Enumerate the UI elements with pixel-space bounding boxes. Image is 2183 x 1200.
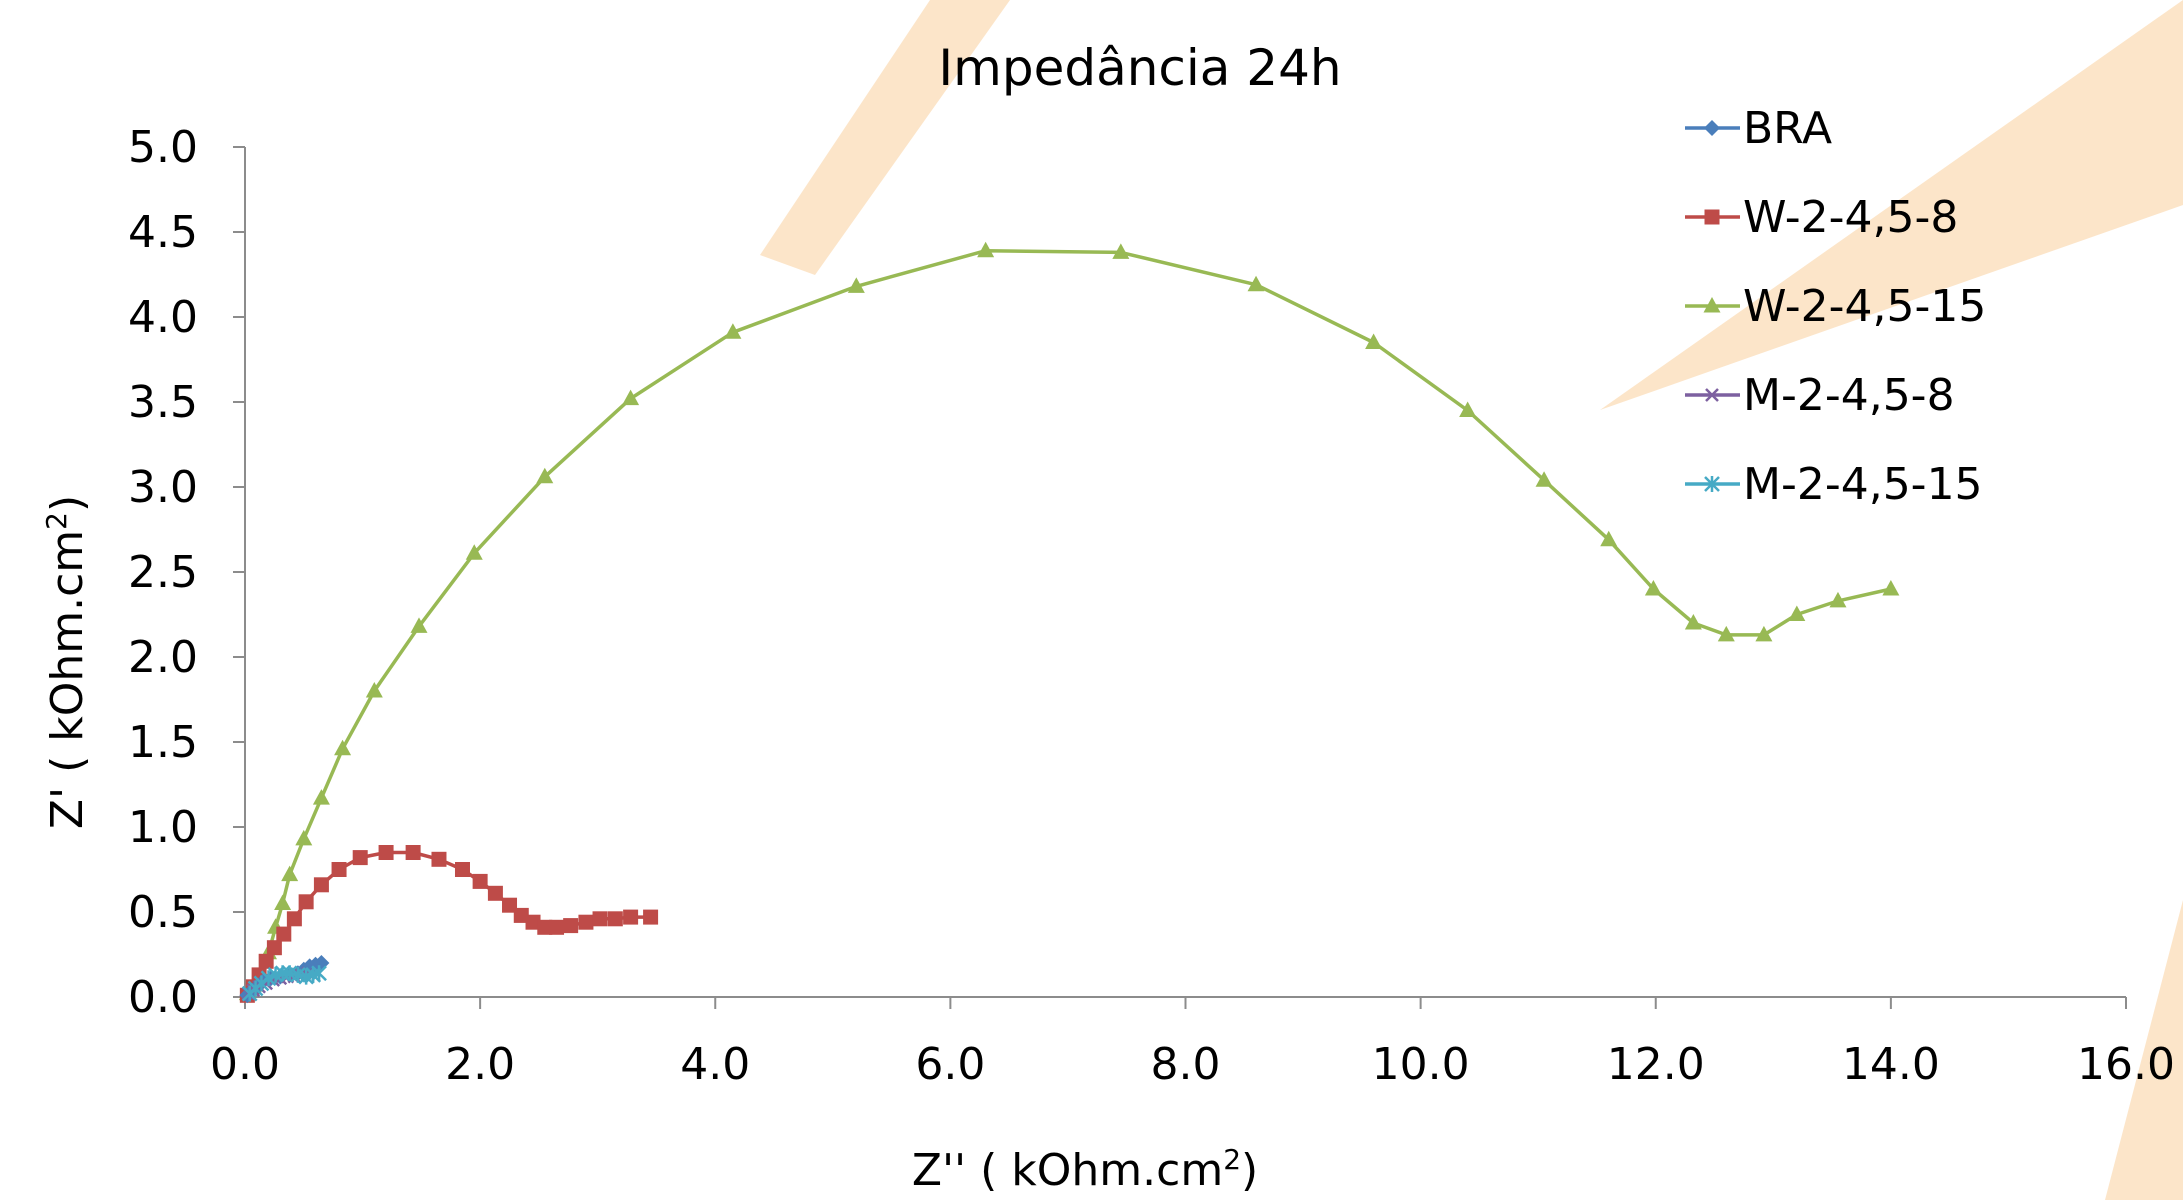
data-point: [1535, 471, 1553, 487]
data-point: [410, 617, 428, 633]
legend-item: W-2-4,5-15: [1685, 281, 1986, 332]
data-point: [622, 389, 640, 406]
data-point: [536, 467, 554, 484]
data-point: [1717, 625, 1735, 642]
y-tick-label: 2.0: [128, 632, 198, 683]
x-tick-label: 12.0: [1607, 1039, 1705, 1090]
legend-marker: [1703, 297, 1721, 313]
y-tick-label: 1.5: [128, 717, 198, 768]
plot-area: [238, 241, 1900, 1004]
legend-label: M-2-4,5-15: [1743, 459, 1983, 510]
legend-marker: [1704, 476, 1720, 492]
legend-marker: [1705, 388, 1719, 402]
data-point: [1829, 591, 1847, 608]
background-watermark: [760, 0, 2183, 1200]
legend-item: BRA: [1685, 103, 1832, 154]
data-point: [454, 862, 470, 877]
y-tick-label: 4.0: [128, 292, 198, 343]
data-point: [465, 544, 483, 560]
data-point: [1600, 530, 1618, 547]
y-axis: 0.0 0.5 1.0 1.5 2.0 2.5 3.0 3.5 4.0 4.5 5.0: [128, 122, 246, 1023]
data-point: [274, 894, 292, 910]
data-point: [281, 865, 299, 882]
data-point: [1644, 580, 1662, 596]
data-point: [1112, 243, 1130, 259]
data-point: [525, 914, 541, 930]
legend-item: M-2-4,5-15: [1685, 459, 1983, 510]
y-tick-label: 5.0: [128, 122, 198, 173]
y-tick-label: 3.0: [128, 462, 198, 513]
data-point: [724, 323, 742, 339]
y-tick-label: 0.0: [128, 972, 198, 1023]
x-axis: 0.0 2.0 4.0 6.0 8.0 10.0 12.0 14.0 16.0: [210, 996, 2175, 1090]
data-point: [313, 877, 329, 893]
data-point: [378, 845, 394, 860]
data-point: [537, 919, 553, 935]
data-point: [578, 914, 594, 930]
data-point: [331, 862, 347, 877]
x-tick-label: 4.0: [680, 1039, 750, 1090]
data-point: [607, 911, 623, 927]
data-point: [549, 919, 565, 935]
data-point: [1788, 605, 1806, 621]
legend-item: W-2-4,5-8: [1685, 192, 1958, 243]
data-point: [365, 682, 383, 698]
chart-title: Impedância 24h: [938, 39, 1341, 97]
data-point: [266, 940, 282, 956]
x-tick-label: 10.0: [1372, 1039, 1470, 1090]
data-point: [977, 241, 995, 258]
legend-marker: [1704, 120, 1720, 136]
data-point: [311, 965, 327, 982]
y-axis-label: Z' ( kOhm.cm2): [40, 495, 93, 829]
data-point: [258, 953, 274, 969]
y-tick-label: 0.5: [128, 887, 198, 938]
x-tick-label: 6.0: [915, 1039, 985, 1090]
data-point: [1755, 625, 1773, 642]
data-point: [502, 897, 518, 913]
data-point: [405, 845, 421, 860]
legend-item: M-2-4,5-8: [1685, 370, 1955, 421]
data-point: [643, 909, 659, 925]
data-point: [286, 911, 302, 927]
data-point: [1247, 275, 1265, 292]
legend-label: W-2-4,5-8: [1743, 192, 1958, 243]
y-tick-label: 3.5: [128, 377, 198, 428]
legend: BRA W-2-4,5-8 W-2-4,5-15 M-2-4,5-8 M-2-4,5-1…: [1685, 103, 1986, 510]
data-point: [1365, 333, 1383, 349]
data-point: [352, 850, 368, 866]
x-tick-label: 16.0: [2077, 1039, 2175, 1090]
data-point: [1684, 614, 1702, 630]
y-tick-label: 2.5: [128, 547, 198, 598]
data-point: [472, 873, 488, 889]
data-point: [487, 885, 503, 901]
data-point: [592, 911, 608, 927]
data-point: [1459, 401, 1477, 417]
y-tick-label: 4.5: [128, 207, 198, 258]
data-point: [563, 918, 579, 934]
series-line: [246, 248, 1892, 995]
data-point: [431, 851, 447, 867]
data-point: [1882, 580, 1900, 596]
y-tick-label: 1.0: [128, 802, 198, 853]
data-point: [295, 829, 313, 846]
x-tick-label: 14.0: [1842, 1039, 1940, 1090]
x-tick-label: 0.0: [210, 1039, 280, 1090]
legend-marker: [1704, 209, 1720, 225]
data-point: [847, 277, 865, 293]
data-point: [334, 739, 352, 756]
series-5: [241, 965, 327, 1002]
x-tick-label: 8.0: [1151, 1039, 1221, 1090]
data-point: [513, 907, 529, 923]
legend-label: BRA: [1743, 103, 1832, 154]
data-point: [298, 894, 314, 910]
data-point: [312, 789, 330, 805]
x-axis-label: Z'' ( kOhm.cm2): [912, 1143, 1258, 1196]
legend-label: M-2-4,5-8: [1743, 370, 1955, 421]
legend-label: W-2-4,5-15: [1743, 281, 1986, 332]
data-point: [276, 926, 292, 942]
data-point: [253, 975, 270, 992]
data-point: [623, 909, 639, 925]
x-tick-label: 2.0: [445, 1039, 515, 1090]
